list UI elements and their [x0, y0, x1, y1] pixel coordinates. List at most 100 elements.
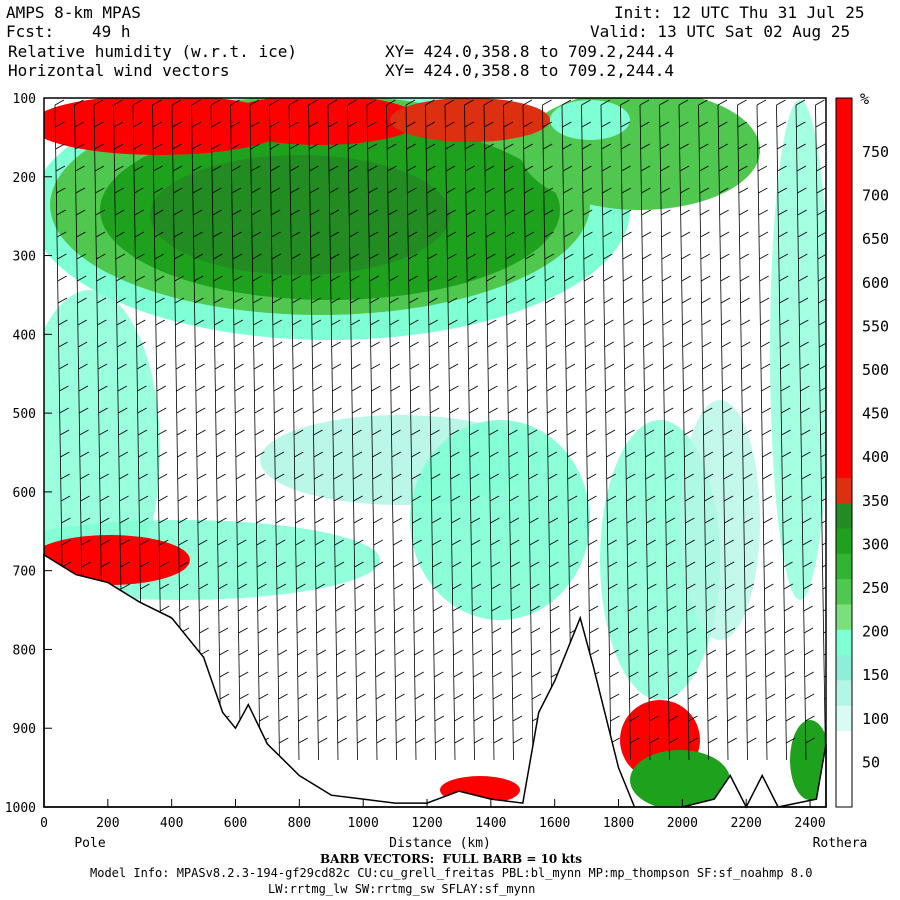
- wind-barb-flag: [367, 143, 377, 150]
- wind-barb-flag: [198, 561, 208, 568]
- wind-barb-flag: [544, 253, 555, 260]
- wind-barb-flag: [820, 409, 826, 414]
- wind-barb-flag: [296, 583, 306, 590]
- wind-barb-flag: [777, 209, 788, 216]
- colorbar-swatch: [836, 528, 852, 555]
- wind-barb-flag: [273, 363, 283, 370]
- wind-barb-flag: [394, 627, 404, 634]
- wind-barb-flag: [645, 451, 655, 458]
- wind-barb-flag: [57, 253, 67, 260]
- wind-barb-flag: [762, 473, 772, 480]
- wind-barb-flag: [250, 143, 260, 150]
- wind-barb-flag: [159, 583, 170, 590]
- wind-barb-flag: [485, 231, 496, 238]
- wind-barb-flag: [154, 253, 165, 260]
- wind-barb-flag: [688, 737, 698, 744]
- wind-barb-flag: [408, 297, 419, 304]
- wind-barb-flag: [487, 341, 497, 348]
- x-tick-label: 1200: [411, 816, 442, 831]
- wind-barb-flag: [665, 495, 675, 502]
- wind-barb-flag: [376, 737, 386, 744]
- wind-barb-flag: [781, 451, 792, 458]
- colorbar-swatch: [836, 224, 852, 251]
- wind-barb-flag: [523, 165, 534, 172]
- wind-barb-flag: [747, 737, 757, 744]
- wind-barb-flag: [780, 363, 790, 370]
- wind-barb-flag: [758, 187, 768, 194]
- wind-barb-flag: [602, 209, 612, 216]
- field-title-wind: Horizontal wind vectors: [8, 61, 230, 80]
- wind-barb-flag: [292, 363, 303, 370]
- wind-barb-flag: [820, 431, 826, 436]
- wind-barb-flag: [530, 627, 541, 634]
- wind-barb-flag: [642, 275, 652, 282]
- model-info-2: LW:rrtmg_lw SW:rrtmg_sw SFLAY:sf_mynn: [268, 882, 536, 896]
- humidity-contour: [410, 420, 590, 620]
- wind-barb-flag: [484, 165, 495, 172]
- wind-barb-flag: [663, 341, 673, 348]
- wind-barb-flag: [357, 737, 367, 744]
- humidity-contour: [44, 535, 190, 585]
- wind-barb-flag: [680, 187, 690, 194]
- wind-barb-flag: [331, 341, 341, 348]
- wind-barb-flag: [686, 627, 697, 634]
- wind-barb-flag: [348, 187, 359, 194]
- wind-barb-flag: [156, 385, 167, 392]
- wind-barb-flag: [288, 99, 299, 106]
- wind-barb-flag: [294, 451, 304, 458]
- wind-barb-flag: [760, 319, 770, 326]
- wind-barb-flag: [390, 363, 400, 370]
- wind-barb-flag: [566, 385, 576, 392]
- wind-barb-flag: [446, 187, 456, 194]
- wind-barb-flag: [237, 539, 247, 546]
- wind-barb-shaft: [659, 104, 670, 761]
- wind-barb-flag: [386, 99, 396, 106]
- wind-barb-flag: [95, 209, 105, 216]
- wind-barb-flag: [56, 187, 66, 194]
- wind-barb-flag: [452, 583, 462, 590]
- wind-barb-flag: [505, 231, 515, 238]
- wind-barb-flag: [818, 320, 826, 326]
- wind-barb-flag: [642, 253, 652, 260]
- wind-barb-flag: [77, 297, 87, 304]
- wind-barb-flag: [682, 341, 692, 348]
- wind-barb-flag: [764, 583, 774, 590]
- wind-barb-flag: [173, 187, 183, 194]
- wind-barb-flag: [684, 495, 695, 502]
- humidity-contour: [44, 290, 160, 610]
- wind-barb-flag: [739, 275, 750, 282]
- wind-barb-flag: [237, 583, 248, 590]
- colorbar-swatch: [836, 579, 852, 605]
- wind-barb-flag: [490, 517, 500, 524]
- x-tick-label: 0: [40, 816, 48, 831]
- wind-barb-flag: [685, 539, 695, 546]
- wind-barb-flag: [317, 693, 327, 700]
- wind-barb-flag: [453, 649, 463, 656]
- x-tick-label: 1600: [539, 816, 570, 831]
- wind-barb-flag: [581, 99, 591, 106]
- wind-barb-flag: [120, 561, 130, 568]
- wind-barb-flag: [275, 473, 285, 480]
- wind-barb-flag: [269, 121, 280, 128]
- wind-barb-flag: [297, 649, 307, 656]
- wind-barb-flag: [429, 363, 439, 370]
- wind-barb-flag: [530, 605, 540, 612]
- wind-barb-flag: [605, 429, 616, 436]
- wind-barb-flag: [370, 319, 380, 326]
- wind-barb-flag: [135, 253, 145, 260]
- x-tick-label: 1800: [603, 816, 634, 831]
- wind-barb-flag: [565, 319, 575, 326]
- wind-barb-flag: [453, 693, 464, 700]
- wind-barb-flag: [546, 385, 557, 392]
- wind-barb-flag: [524, 209, 534, 216]
- colorbar-label: 150: [862, 666, 889, 684]
- wind-barb-flag: [804, 693, 815, 700]
- wind-barb-flag: [550, 605, 560, 612]
- wind-barb-flag: [153, 187, 164, 194]
- wind-barb-flag: [116, 319, 127, 326]
- wind-barb-flag: [471, 539, 481, 546]
- plot-area: [43, 97, 827, 809]
- wind-barb-flag: [605, 407, 615, 414]
- wind-barb-flag: [98, 429, 109, 436]
- wind-barb-flag: [562, 165, 573, 172]
